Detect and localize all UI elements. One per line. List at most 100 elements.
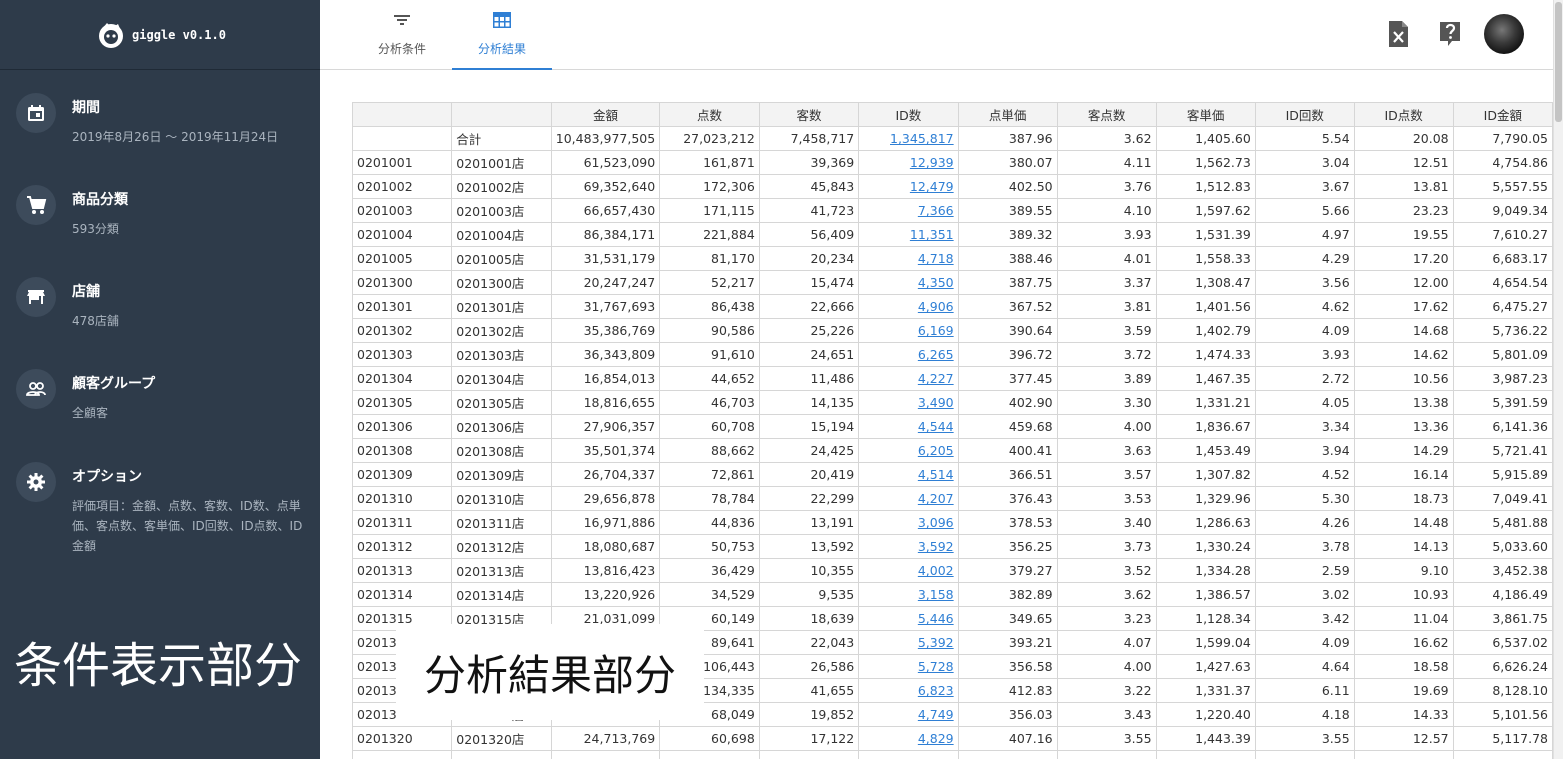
tab-analysis-conditions[interactable]: 分析条件: [352, 0, 452, 70]
column-header[interactable]: [351, 102, 453, 127]
id-count-link[interactable]: 4,207: [917, 491, 954, 506]
user-avatar[interactable]: [1484, 14, 1524, 54]
table-row: 0201001 0201001店 61,523,090 161,871 39,369 12…: [351, 150, 1553, 175]
id-count-link[interactable]: 6,265: [917, 347, 954, 362]
metric-cell: 3.59: [1056, 318, 1157, 343]
id-count-link[interactable]: 1,345,817: [890, 131, 954, 146]
id-count-link[interactable]: 4,906: [917, 299, 954, 314]
id-count-link[interactable]: 4,749: [917, 707, 954, 722]
store-name-cell: 0201308店: [451, 438, 552, 463]
metric-cell: 5,117.78: [1452, 726, 1553, 751]
metric-cell: 1,558.33: [1155, 246, 1256, 271]
app-brand[interactable]: giggle v0.1.0: [0, 0, 320, 70]
column-header[interactable]: 点単価: [957, 102, 1058, 127]
metric-cell: 1,836.67: [1155, 414, 1256, 439]
column-header[interactable]: ID金額: [1452, 102, 1553, 127]
condition-title: 顧客グループ: [72, 376, 156, 392]
column-header[interactable]: ID回数: [1254, 102, 1355, 127]
metric-cell: 22,299: [758, 486, 860, 511]
metric-cell: 1,401.56: [1155, 294, 1256, 319]
id-count-cell: 12,479: [858, 174, 959, 199]
metric-cell: 3.93: [1056, 222, 1157, 247]
metric-cell: 1,220.40: [1155, 702, 1256, 727]
metric-cell: 13.81: [1353, 174, 1454, 199]
id-count-cell: 5,728: [858, 654, 959, 679]
metric-cell: 9,049.34: [1452, 198, 1553, 223]
scrollbar-thumb[interactable]: [1555, 2, 1562, 122]
id-count-link[interactable]: 5,728: [917, 659, 954, 674]
vertical-scrollbar[interactable]: [1553, 0, 1563, 759]
metric-cell: 349.65: [957, 606, 1058, 631]
metric-cell: 4,654.54: [1452, 270, 1553, 295]
metric-cell: 13.38: [1353, 390, 1454, 415]
metric-cell: 4.09: [1254, 630, 1355, 655]
id-count-link[interactable]: 6,823: [917, 683, 954, 698]
metric-cell: 27,906,357: [550, 414, 661, 439]
id-count-cell: 6,205: [858, 438, 959, 463]
condition-title: 店舗: [72, 284, 100, 300]
id-count-link[interactable]: 3,096: [917, 515, 954, 530]
id-count-link[interactable]: 4,829: [917, 731, 954, 746]
store-code-cell: 0201004: [351, 222, 453, 247]
column-header[interactable]: 金額: [550, 102, 661, 127]
metric-cell: 3.55: [1254, 726, 1355, 751]
column-header[interactable]: ID点数: [1353, 102, 1454, 127]
column-header[interactable]: ID数: [858, 102, 959, 127]
column-header[interactable]: 客数: [758, 102, 860, 127]
column-header[interactable]: 客単価: [1155, 102, 1256, 127]
id-count-link[interactable]: 11,351: [909, 227, 954, 242]
id-count-cell: 4,829: [858, 726, 959, 751]
metric-cell: 3.78: [1254, 534, 1355, 559]
metric-cell: [1056, 750, 1157, 759]
metric-cell: [1254, 750, 1355, 759]
metric-cell: 4.62: [1254, 294, 1355, 319]
metric-cell: 4.29: [1254, 246, 1355, 271]
id-count-link[interactable]: 12,479: [909, 179, 954, 194]
metric-cell: 3.57: [1056, 462, 1157, 487]
id-count-cell: 6,169: [858, 318, 959, 343]
column-header[interactable]: 点数: [659, 102, 760, 127]
store-name-cell: 0201315店: [451, 606, 552, 631]
metric-cell: 16,971,886: [550, 510, 661, 535]
column-header[interactable]: [451, 102, 552, 127]
results-table: 金額 点数 客数 ID数 点単価 客点数 客単価 ID回数 ID点数 ID金額 合計 10,483,…: [351, 102, 1553, 759]
metric-cell: 15,194: [758, 414, 860, 439]
store-name-cell: 0201314店: [451, 582, 552, 607]
tab-analysis-results[interactable]: 分析結果: [452, 0, 552, 70]
id-count-link[interactable]: 4,544: [917, 419, 954, 434]
id-count-link[interactable]: 4,002: [917, 563, 954, 578]
metric-cell: 1,531.39: [1155, 222, 1256, 247]
id-count-link[interactable]: 7,366: [917, 203, 954, 218]
id-count-link[interactable]: 5,392: [917, 635, 954, 650]
id-count-link[interactable]: 3,158: [917, 587, 954, 602]
metric-cell: [550, 750, 661, 759]
metric-cell: 5,915.89: [1452, 462, 1553, 487]
id-count-cell: 4,227: [858, 366, 959, 391]
id-count-link[interactable]: 3,592: [917, 539, 954, 554]
id-count-link[interactable]: 5,446: [917, 611, 954, 626]
table-row: 0201005 0201005店 31,531,179 81,170 20,234 4,7…: [351, 246, 1553, 271]
id-count-link[interactable]: 3,490: [917, 395, 954, 410]
id-count-link[interactable]: 4,718: [917, 251, 954, 266]
table-row: 合計 10,483,977,505 27,023,212 7,458,717 1,345…: [351, 126, 1553, 151]
metric-cell: 78,784: [659, 486, 760, 511]
metric-cell: 376.43: [957, 486, 1058, 511]
id-count-link[interactable]: 4,227: [917, 371, 954, 386]
metric-cell: 3.67: [1254, 174, 1355, 199]
id-count-link[interactable]: 6,169: [917, 323, 954, 338]
id-count-link[interactable]: 6,205: [917, 443, 954, 458]
id-count-link[interactable]: 4,514: [917, 467, 954, 482]
metric-cell: 11,486: [758, 366, 860, 391]
metric-cell: 18,639: [758, 606, 860, 631]
metric-cell: 1,443.39: [1155, 726, 1256, 751]
metric-cell: 161,871: [659, 150, 760, 175]
id-count-link[interactable]: 4,350: [917, 275, 954, 290]
column-header[interactable]: 客点数: [1056, 102, 1157, 127]
id-count-link[interactable]: 12,939: [909, 155, 954, 170]
excel-export-icon[interactable]: [1386, 20, 1410, 48]
metric-cell: 14.48: [1353, 510, 1454, 535]
metric-cell: 7,458,717: [758, 126, 860, 151]
metric-cell: 13,191: [758, 510, 860, 535]
help-icon[interactable]: [1438, 20, 1462, 48]
id-count-cell: 4,718: [858, 246, 959, 271]
